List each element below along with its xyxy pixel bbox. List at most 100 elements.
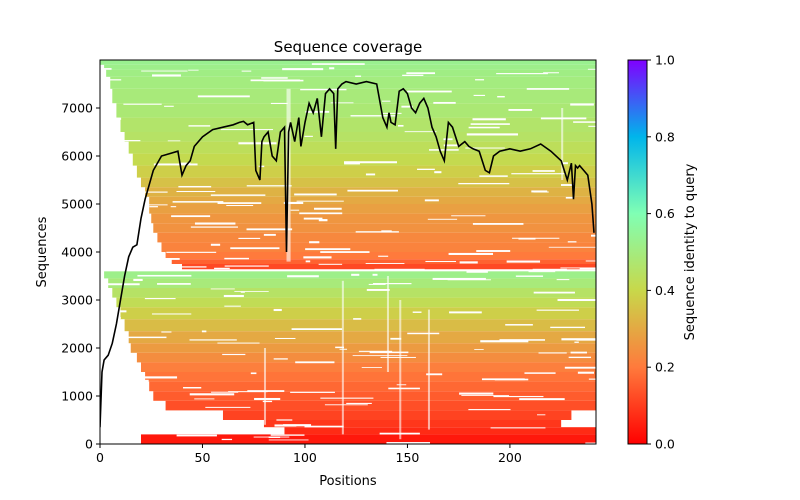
heatmap-gap bbox=[540, 117, 587, 120]
heatmap-band bbox=[132, 153, 596, 166]
heatmap-gap bbox=[144, 298, 176, 300]
heatmap-gap bbox=[579, 267, 596, 270]
colorbar-tick-label: 0.8 bbox=[655, 129, 675, 144]
heatmap-gap bbox=[153, 163, 198, 166]
heatmap-gap bbox=[210, 416, 222, 419]
heatmap-gap bbox=[176, 434, 217, 437]
heatmap-gap bbox=[197, 95, 250, 98]
heatmap-gap bbox=[228, 391, 268, 393]
heatmap-gap bbox=[466, 133, 518, 136]
heatmap-gap bbox=[480, 340, 529, 343]
heatmap-gap bbox=[201, 330, 207, 333]
heatmap-gap bbox=[472, 223, 524, 225]
heatmap-gap bbox=[171, 412, 183, 414]
heatmap-gap bbox=[386, 442, 431, 444]
heatmap-gap bbox=[427, 218, 458, 220]
heatmap-band bbox=[284, 427, 596, 435]
heatmap-gap bbox=[470, 123, 510, 125]
heatmap-gap bbox=[576, 339, 596, 341]
y-tick-label: 5000 bbox=[61, 197, 93, 212]
heatmap-gap bbox=[230, 247, 280, 250]
heatmap-gap bbox=[210, 194, 266, 196]
heatmap-gap bbox=[528, 271, 556, 273]
heatmap-gap bbox=[406, 72, 436, 75]
heatmap-gap bbox=[125, 254, 145, 256]
heatmap-gap bbox=[324, 404, 368, 406]
heatmap-gap bbox=[141, 70, 188, 72]
heatmap-gap bbox=[318, 263, 343, 265]
x-tick-label: 0 bbox=[96, 450, 104, 465]
heatmap-gap bbox=[475, 79, 485, 81]
heatmap-gap bbox=[493, 395, 544, 398]
heatmap-band bbox=[171, 259, 596, 264]
heatmap-gap bbox=[344, 162, 360, 165]
heatmap-band bbox=[151, 213, 596, 224]
heatmap-gap bbox=[103, 192, 109, 194]
coverage-line bbox=[100, 80, 595, 428]
heatmap-gap bbox=[468, 126, 500, 129]
x-tick-label: 100 bbox=[293, 450, 317, 465]
x-tick-label: 50 bbox=[195, 450, 211, 465]
heatmap-gap bbox=[224, 265, 269, 267]
heatmap-gap bbox=[295, 361, 335, 364]
heatmap-gap bbox=[124, 376, 178, 379]
heatmap-gap bbox=[347, 189, 398, 192]
heatmap-gap bbox=[283, 201, 304, 205]
heatmap-gap bbox=[172, 201, 224, 203]
heatmap-band bbox=[120, 117, 596, 132]
heatmap-gap bbox=[320, 251, 370, 253]
heatmap-gap bbox=[152, 74, 181, 77]
heatmap-gap bbox=[433, 101, 456, 104]
heatmap-gap bbox=[107, 173, 119, 175]
heatmap-gap bbox=[290, 391, 335, 393]
heatmap-gap bbox=[358, 350, 393, 352]
heatmap-gap bbox=[194, 398, 215, 400]
heatmap-band bbox=[124, 319, 596, 332]
heatmap-gap bbox=[538, 352, 567, 354]
heatmap-gap bbox=[217, 342, 260, 344]
heatmap-gap bbox=[524, 372, 556, 374]
heatmap-gap bbox=[472, 118, 506, 121]
heatmap-gap bbox=[355, 75, 362, 77]
heatmap-gap bbox=[434, 171, 442, 174]
heatmap-gap bbox=[304, 425, 344, 428]
heatmap-gap bbox=[490, 427, 546, 429]
y-tick-label: 0 bbox=[85, 437, 93, 452]
heatmap-gap bbox=[291, 328, 343, 330]
heatmap-gap bbox=[224, 305, 241, 307]
heatmap-band bbox=[149, 204, 596, 214]
heatmap-band bbox=[112, 288, 596, 298]
heatmap-gap bbox=[466, 270, 488, 273]
heatmap-gap bbox=[268, 436, 281, 439]
heatmap-gap bbox=[238, 142, 277, 145]
heatmap-gap bbox=[519, 398, 565, 401]
heatmap-gap bbox=[550, 326, 586, 329]
heatmap-gap bbox=[404, 131, 437, 133]
heatmap-gap bbox=[224, 257, 250, 260]
heatmap-gap bbox=[100, 79, 122, 81]
heatmap-gap bbox=[459, 392, 494, 395]
heatmap-gap bbox=[561, 338, 596, 341]
heatmap-gap bbox=[532, 170, 555, 172]
x-axis: 0 50 100 150 200 bbox=[96, 444, 522, 465]
heatmap-gap bbox=[465, 147, 505, 149]
heatmap-gap bbox=[381, 100, 391, 102]
heatmap-gap bbox=[112, 140, 141, 142]
heatmap-gap bbox=[305, 248, 351, 251]
heatmap-band bbox=[161, 242, 596, 252]
heatmap-gap bbox=[537, 414, 546, 416]
heatmap-gap bbox=[365, 262, 405, 264]
heatmap-gap bbox=[335, 346, 345, 349]
heatmap-gap bbox=[101, 379, 149, 383]
colorbar-tick-label: 0.2 bbox=[655, 360, 675, 375]
heatmap-band bbox=[128, 141, 596, 154]
heatmap-gap bbox=[270, 434, 305, 436]
heatmap-gap bbox=[137, 191, 168, 193]
heatmap-gap bbox=[115, 117, 122, 120]
heatmap-gap bbox=[303, 256, 332, 259]
heatmap-gap bbox=[106, 392, 149, 395]
heatmap-gap bbox=[180, 416, 190, 419]
heatmap-band bbox=[222, 410, 572, 420]
heatmap-gap bbox=[268, 439, 309, 441]
heatmap-gap bbox=[273, 308, 282, 312]
